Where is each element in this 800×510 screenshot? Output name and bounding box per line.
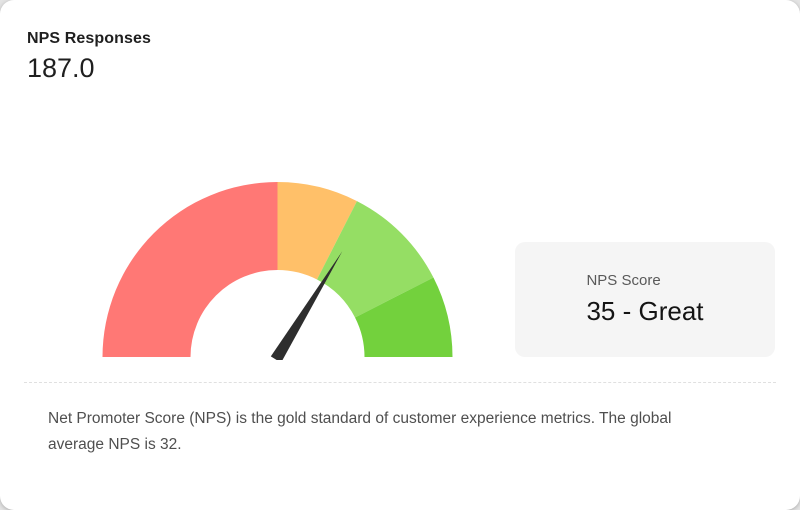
nps-score-block: NPS Score 35 - Great bbox=[586, 272, 703, 327]
divider bbox=[24, 382, 776, 383]
header: NPS Responses 187.0 bbox=[27, 30, 151, 84]
gauge-segment bbox=[316, 201, 434, 318]
gauge-segment bbox=[102, 182, 278, 357]
nps-description-text: Net Promoter Score (NPS) is the gold sta… bbox=[48, 410, 672, 453]
nps-score-label: NPS Score bbox=[586, 272, 661, 289]
responses-value: 187.0 bbox=[27, 53, 95, 83]
responses-title: NPS Responses bbox=[27, 30, 152, 47]
gauge-needle bbox=[270, 251, 343, 363]
gauge-segment bbox=[355, 277, 453, 357]
nps-score-card: NPS Score 35 - Great bbox=[515, 242, 775, 357]
gauge-segment bbox=[277, 182, 357, 280]
gauge-container bbox=[97, 176, 458, 363]
nps-gauge-chart bbox=[102, 182, 453, 363]
nps-score-value: 35 - Great bbox=[586, 296, 704, 326]
